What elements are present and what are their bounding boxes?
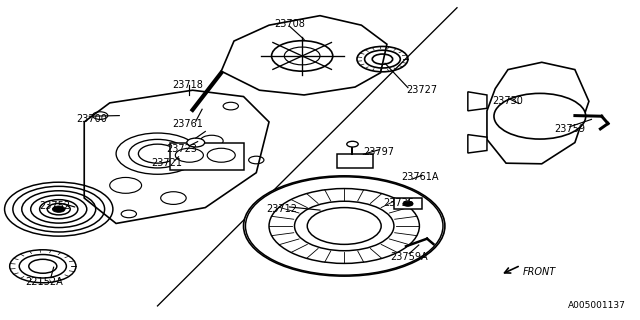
- Text: 23700: 23700: [77, 114, 108, 124]
- Text: 23759A: 23759A: [390, 252, 428, 262]
- Polygon shape: [170, 142, 244, 170]
- Circle shape: [187, 138, 205, 147]
- Text: 23727: 23727: [406, 85, 437, 95]
- Text: 23752: 23752: [40, 201, 71, 211]
- Polygon shape: [487, 62, 589, 164]
- Text: 23730: 23730: [492, 96, 523, 106]
- Circle shape: [52, 206, 65, 212]
- Text: 23723: 23723: [166, 144, 196, 154]
- Text: 23735: 23735: [384, 198, 415, 208]
- Polygon shape: [468, 135, 487, 153]
- Circle shape: [403, 201, 413, 206]
- Polygon shape: [84, 90, 269, 223]
- Bar: [337, 154, 373, 168]
- Text: 23761: 23761: [172, 118, 203, 129]
- Polygon shape: [221, 16, 387, 95]
- Text: FRONT: FRONT: [523, 267, 556, 277]
- Polygon shape: [468, 92, 487, 111]
- Text: 23759: 23759: [554, 124, 586, 134]
- Text: 23721: 23721: [151, 158, 182, 168]
- Text: 23761A: 23761A: [401, 172, 439, 182]
- Circle shape: [494, 93, 586, 139]
- Text: 23708: 23708: [274, 19, 305, 28]
- Text: 22152A: 22152A: [26, 277, 63, 287]
- Text: 23797: 23797: [364, 147, 394, 157]
- Circle shape: [244, 176, 445, 276]
- Circle shape: [347, 141, 358, 147]
- Text: 23712: 23712: [266, 204, 297, 214]
- Text: A005001137: A005001137: [568, 301, 626, 310]
- Bar: [394, 198, 422, 210]
- Text: 23718: 23718: [172, 80, 203, 91]
